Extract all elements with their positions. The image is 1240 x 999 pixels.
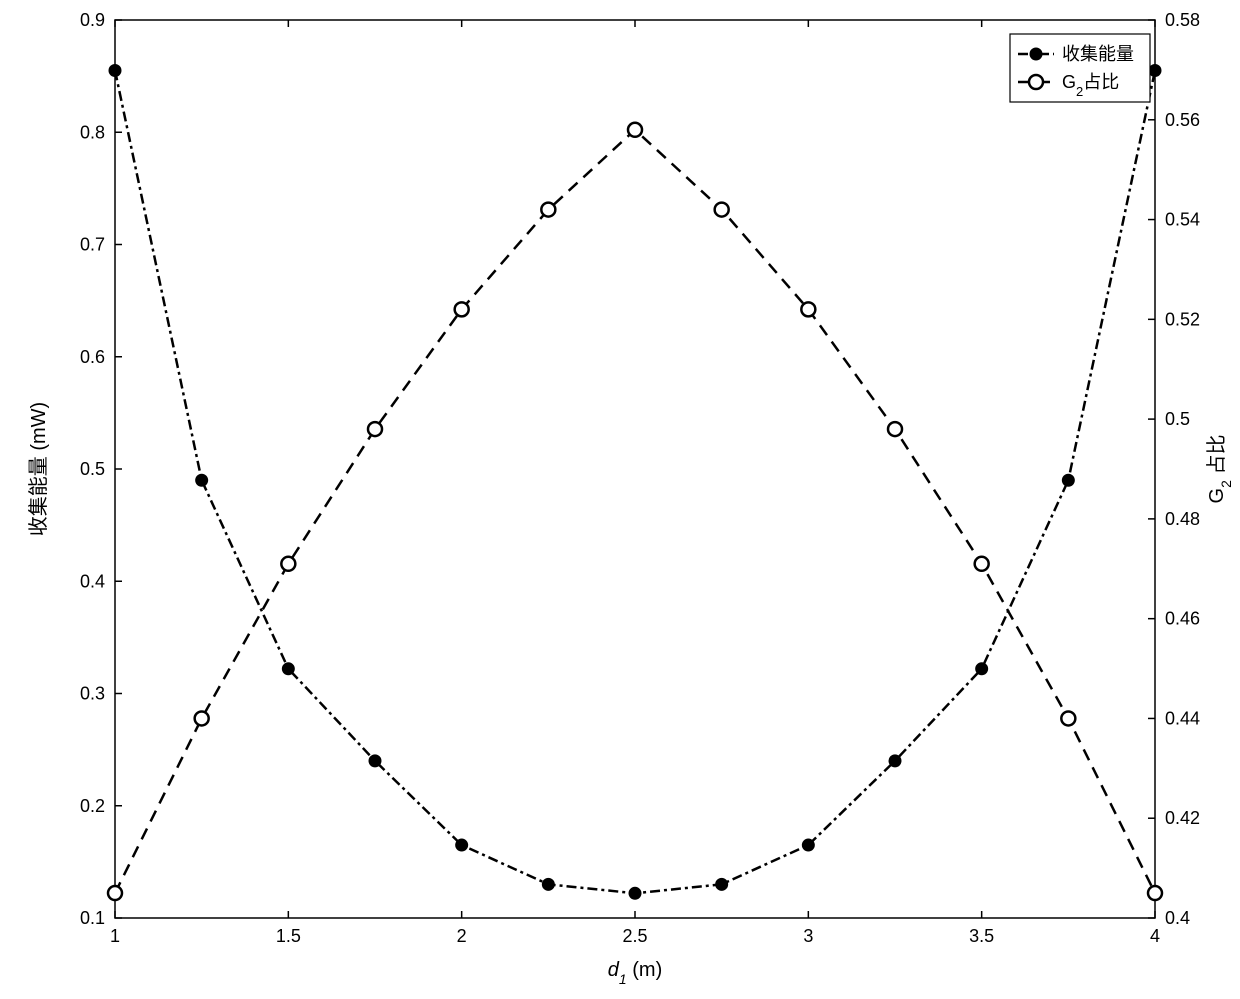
y-left-axis-label: 收集能量 (mW): [27, 402, 50, 536]
series-marker-1: [368, 422, 382, 436]
series-marker-1: [455, 302, 469, 316]
legend-label: 收集能量: [1062, 44, 1134, 64]
series-marker-0: [1149, 65, 1161, 77]
yl-tick-label: 0.5: [80, 459, 105, 479]
series-marker-0: [802, 839, 814, 851]
yr-tick-label: 0.5: [1165, 409, 1190, 429]
series-marker-1: [195, 711, 209, 725]
chart-background: [0, 0, 1240, 999]
series-marker-0: [889, 755, 901, 767]
legend-marker: [1029, 75, 1043, 89]
series-marker-1: [541, 203, 555, 217]
series-marker-1: [108, 886, 122, 900]
x-tick-label: 2.5: [622, 926, 647, 946]
series-marker-0: [456, 839, 468, 851]
series-marker-1: [715, 203, 729, 217]
series-marker-1: [975, 557, 989, 571]
yr-tick-label: 0.44: [1165, 708, 1200, 728]
yl-tick-label: 0.2: [80, 796, 105, 816]
x-tick-label: 1.5: [276, 926, 301, 946]
series-marker-0: [196, 474, 208, 486]
series-marker-0: [716, 878, 728, 890]
series-marker-0: [1062, 474, 1074, 486]
chart-container: 11.522.533.54d1 (m)0.10.20.30.40.50.60.7…: [0, 0, 1240, 999]
yr-tick-label: 0.48: [1165, 509, 1200, 529]
yr-tick-label: 0.4: [1165, 908, 1190, 928]
series-marker-0: [542, 878, 554, 890]
series-marker-1: [1061, 711, 1075, 725]
series-marker-1: [888, 422, 902, 436]
series-marker-0: [282, 663, 294, 675]
series-marker-1: [801, 302, 815, 316]
yr-tick-label: 0.54: [1165, 210, 1200, 230]
x-tick-label: 4: [1150, 926, 1160, 946]
yl-tick-label: 0.7: [80, 235, 105, 255]
x-tick-label: 3.5: [969, 926, 994, 946]
yr-tick-label: 0.56: [1165, 110, 1200, 130]
legend-marker: [1030, 48, 1042, 60]
yl-tick-label: 0.6: [80, 347, 105, 367]
series-marker-0: [629, 887, 641, 899]
x-tick-label: 2: [457, 926, 467, 946]
yl-tick-label: 0.9: [80, 10, 105, 30]
yr-tick-label: 0.58: [1165, 10, 1200, 30]
series-marker-1: [628, 123, 642, 137]
dual-axis-line-chart: 11.522.533.54d1 (m)0.10.20.30.40.50.60.7…: [0, 0, 1240, 999]
yr-tick-label: 0.42: [1165, 808, 1200, 828]
yr-tick-label: 0.52: [1165, 309, 1200, 329]
series-marker-0: [109, 65, 121, 77]
series-marker-0: [976, 663, 988, 675]
series-marker-1: [281, 557, 295, 571]
yl-tick-label: 0.1: [80, 908, 105, 928]
series-marker-1: [1148, 886, 1162, 900]
yl-tick-label: 0.4: [80, 571, 105, 591]
x-tick-label: 1: [110, 926, 120, 946]
yr-tick-label: 0.46: [1165, 609, 1200, 629]
yl-tick-label: 0.8: [80, 122, 105, 142]
series-marker-0: [369, 755, 381, 767]
x-tick-label: 3: [803, 926, 813, 946]
yl-tick-label: 0.3: [80, 684, 105, 704]
